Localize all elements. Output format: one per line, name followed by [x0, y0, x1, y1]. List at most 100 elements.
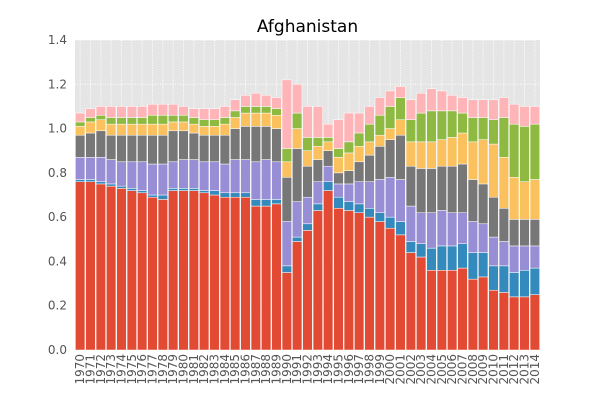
bar-segment [478, 99, 489, 118]
bar-segment [488, 289, 499, 351]
bar-segment [333, 208, 344, 351]
bar-segment [457, 132, 468, 165]
bar-segment [457, 243, 468, 269]
bar-segment [364, 208, 375, 218]
bar-segment [219, 117, 230, 125]
x-tick-label: 1970 [73, 354, 87, 385]
bar-segment [106, 117, 117, 125]
bar-segment [312, 106, 323, 138]
bar-segment [219, 123, 230, 136]
bar-segment [312, 203, 323, 211]
x-tick-label: 1984 [218, 354, 232, 385]
bar-segment [95, 181, 106, 185]
bar-segment [95, 119, 106, 132]
bar-segment [209, 161, 220, 191]
bar-segment [343, 183, 354, 202]
bar-segment [219, 134, 230, 165]
bar-segment [323, 141, 334, 151]
bar-segment [157, 163, 168, 196]
x-tick-label: 1990 [280, 354, 294, 385]
bar-segment [529, 245, 540, 269]
bar-segment [126, 161, 137, 189]
bar-segment [292, 201, 303, 238]
bar-segment [168, 188, 179, 191]
x-tick-label: 2008 [466, 354, 480, 385]
bar-segment [519, 219, 530, 247]
bar-segment [405, 205, 416, 242]
bar-segment [436, 110, 447, 140]
bar-segment [529, 123, 540, 180]
bar-segment [199, 192, 210, 351]
bar-segment [509, 272, 520, 298]
bar-segment [240, 196, 251, 351]
bar-segment [323, 165, 334, 182]
bar-segment [126, 123, 137, 136]
x-tick-label: 1985 [228, 354, 242, 385]
bar-segment [271, 199, 282, 205]
bar-segment [281, 79, 292, 149]
x-tick-label: 1993 [311, 354, 325, 385]
bar-segment [240, 112, 251, 127]
bar-segment [95, 130, 106, 158]
x-tick-label: 1977 [146, 354, 160, 385]
bar-segment [230, 192, 241, 198]
bar-segment [178, 130, 189, 160]
bar-segment [354, 181, 365, 205]
bar-segment [219, 196, 230, 351]
bar-segment [230, 159, 241, 194]
bar-segment [519, 126, 530, 182]
bar-segment [199, 134, 210, 163]
x-tick-label: 2013 [518, 354, 532, 385]
bar-segment [292, 84, 303, 114]
bar-segment [467, 99, 478, 118]
bar-segment [333, 148, 344, 158]
bars-group [75, 79, 540, 351]
y-tick-label: 0.0 [48, 343, 67, 357]
bar-segment [395, 119, 406, 136]
bar-segment [199, 126, 210, 136]
bar-segment [354, 112, 365, 134]
bar-segment [529, 267, 540, 295]
bar-segment [147, 163, 158, 196]
bar-segment [519, 106, 530, 127]
bar-segment [354, 146, 365, 163]
bar-segment [457, 163, 468, 213]
bar-segment [374, 115, 385, 136]
bar-segment [147, 123, 158, 136]
bar-segment [498, 117, 509, 158]
bar-segment [178, 121, 189, 132]
bar-segment [75, 126, 86, 136]
bar-segment [157, 134, 168, 165]
bar-segment [137, 134, 148, 163]
bar-segment [395, 97, 406, 120]
x-tick-label: 1998 [363, 354, 377, 385]
bar-segment [447, 212, 458, 247]
bar-segment [209, 134, 220, 163]
bar-segment [343, 112, 354, 143]
bar-segment [426, 110, 437, 143]
bar-segment [271, 108, 282, 116]
bar-segment [116, 123, 127, 136]
bar-segment [75, 179, 86, 182]
bar-segment [529, 219, 540, 247]
y-tick-label: 0.4 [48, 254, 67, 268]
bar-segment [374, 146, 385, 180]
bar-segment [509, 219, 520, 247]
bar-segment [95, 106, 106, 116]
bar-segment [95, 157, 106, 182]
bar-segment [261, 199, 272, 207]
bar-segment [488, 119, 499, 145]
bar-segment [126, 190, 137, 351]
bar-segment [405, 252, 416, 351]
bar-segment [354, 132, 365, 147]
chart-title: Afghanistan [257, 17, 358, 37]
x-tick-label: 1994 [321, 354, 335, 385]
bar-segment [116, 185, 127, 189]
bar-segment [261, 159, 272, 200]
bar-segment [385, 177, 396, 218]
bar-segment [240, 95, 251, 107]
bar-segment [333, 119, 344, 149]
bar-segment [261, 95, 272, 107]
bar-segment [374, 212, 385, 222]
bar-segment [364, 181, 375, 209]
